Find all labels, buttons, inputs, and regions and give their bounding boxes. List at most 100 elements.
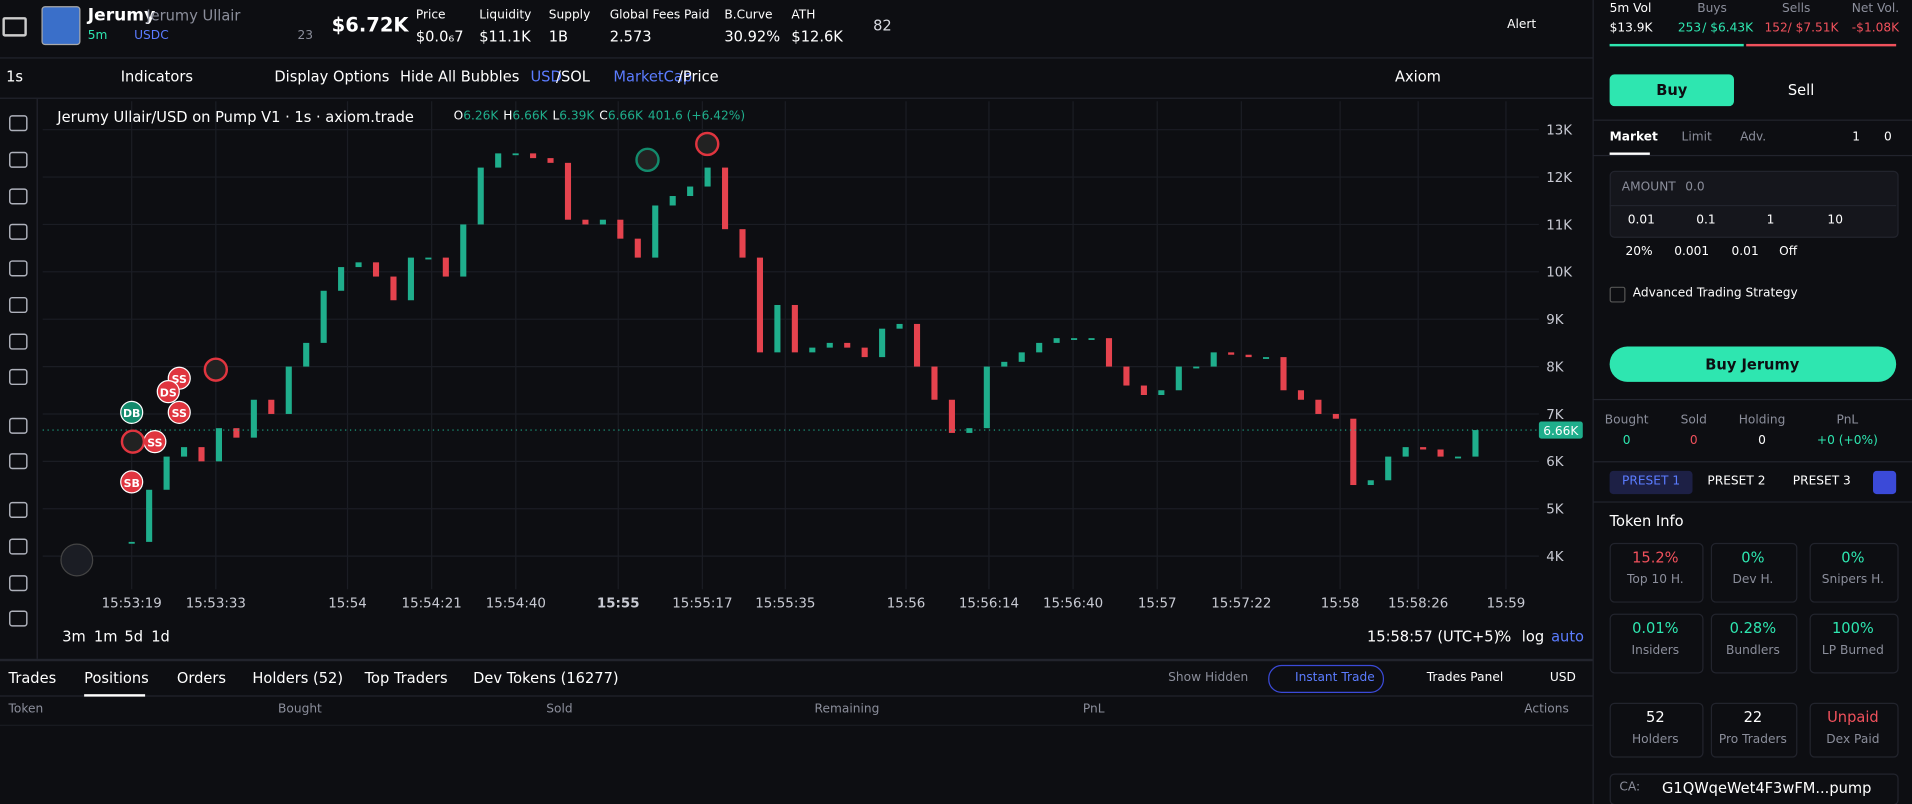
order-counts: 1 xyxy=(1852,130,1861,144)
metric[interactable]: MarketCap xyxy=(613,68,693,86)
label: Dex Paid xyxy=(1826,733,1880,747)
candle xyxy=(704,167,711,187)
tabs[interactable]: Positions xyxy=(84,669,149,687)
x-tick-label: 15:54 xyxy=(328,597,367,612)
value: $0.0₆7 xyxy=(415,28,464,46)
market-cap: $6.72K xyxy=(331,13,409,37)
buy-tab[interactable] xyxy=(1609,74,1734,107)
order-types[interactable]: Adv. xyxy=(1740,130,1767,144)
candle xyxy=(338,267,345,291)
tabs[interactable]: Top Traders xyxy=(364,669,448,687)
candle xyxy=(128,541,135,544)
order-types[interactable]: Limit xyxy=(1681,130,1712,144)
currency[interactable]: USD xyxy=(530,68,562,86)
presets[interactable]: PRESET 1 xyxy=(1622,474,1681,488)
quick-amounts[interactable]: 10 xyxy=(1827,213,1843,227)
value: 0 xyxy=(1758,434,1766,448)
token-info[interactable]: Token Info xyxy=(1609,512,1684,530)
metric-alt[interactable]: /Price xyxy=(677,68,719,86)
side[interactable]: Sell xyxy=(1787,81,1815,99)
order-types[interactable]: Market xyxy=(1609,130,1658,144)
stat-cell xyxy=(1609,613,1704,674)
candle xyxy=(1158,390,1165,396)
tabs[interactable]: Orders xyxy=(176,669,227,687)
controls[interactable]: Instant Trade xyxy=(1295,671,1375,685)
preset-icon[interactable] xyxy=(1872,470,1897,495)
y-tick-label: 6K xyxy=(1546,455,1565,470)
tool-icon xyxy=(9,368,28,386)
candle xyxy=(582,219,589,225)
controls[interactable]: USD xyxy=(1549,671,1576,685)
quote: USDC xyxy=(134,29,169,43)
candle xyxy=(477,167,484,225)
ca[interactable]: G1QWqeWet4F3wFM...pump xyxy=(1662,779,1872,797)
value: Unpaid xyxy=(1827,708,1879,726)
ranges[interactable]: 5d xyxy=(124,628,143,646)
tabs[interactable]: Dev Tokens (16277) xyxy=(473,669,619,687)
quick-amounts[interactable]: 0.1 xyxy=(1696,213,1716,227)
candle xyxy=(425,257,432,260)
value: 22 xyxy=(1743,708,1763,726)
label: LP Burned xyxy=(1821,644,1884,658)
candle xyxy=(809,347,816,353)
controls[interactable]: Show Hidden xyxy=(1168,671,1249,685)
quick-amounts[interactable]: 1 xyxy=(1766,213,1775,227)
value: $13.9K xyxy=(1609,21,1653,36)
log[interactable]: log xyxy=(1521,628,1545,646)
value: 6.26K xyxy=(463,109,499,124)
amount: / $6.43K xyxy=(1702,21,1754,36)
indicators[interactable]: Indicators xyxy=(120,68,194,86)
buy-button[interactable] xyxy=(1609,346,1897,382)
side[interactable]: Buy xyxy=(1656,81,1688,99)
theme[interactable]: Axiom xyxy=(1394,68,1441,86)
preset-active[interactable] xyxy=(1609,470,1693,495)
last-price-label: 6.66K xyxy=(1543,424,1579,438)
ranges[interactable]: 1m xyxy=(93,628,118,646)
candle xyxy=(198,447,205,462)
bubble-label: DS xyxy=(160,386,177,399)
candle xyxy=(1071,338,1078,340)
tabs[interactable]: Holders (52) xyxy=(252,669,344,687)
candle xyxy=(722,167,729,230)
value: 2.573 xyxy=(609,28,652,46)
candle xyxy=(1193,366,1200,369)
buy-button[interactable]: Buy Jerumy xyxy=(1705,356,1800,374)
checkbox[interactable] xyxy=(1609,286,1626,303)
key: H xyxy=(503,109,513,124)
candle xyxy=(285,366,292,414)
percent[interactable]: % xyxy=(1497,628,1512,646)
presets[interactable]: PRESET 2 xyxy=(1707,474,1766,488)
value: $11.1K xyxy=(479,28,531,46)
instant-trade-pill[interactable] xyxy=(1268,664,1385,693)
display-options[interactable]: Display Options xyxy=(274,68,390,86)
tool-icon xyxy=(9,223,28,240)
x-tick-label: 15:56:14 xyxy=(959,597,1019,612)
auto[interactable]: auto xyxy=(1551,628,1585,646)
label: Liquidity xyxy=(479,8,532,22)
quick-amounts[interactable]: 0.01 xyxy=(1627,213,1655,227)
alert[interactable]: Alert xyxy=(1507,18,1537,32)
ranges[interactable]: 1d xyxy=(151,628,170,646)
presets[interactable]: PRESET 3 xyxy=(1792,474,1851,488)
ranges[interactable]: 3m xyxy=(62,628,86,646)
key: C xyxy=(599,109,608,124)
label: Net Vol. xyxy=(1851,2,1900,16)
divider xyxy=(1592,154,1912,157)
candle xyxy=(495,153,502,168)
x-tick-label: 15:56 xyxy=(887,597,926,612)
candle xyxy=(268,399,275,414)
ca-label: CA: xyxy=(1619,780,1641,795)
controls[interactable]: Trades Panel xyxy=(1426,671,1504,685)
candle xyxy=(146,489,153,542)
trader-icon xyxy=(695,131,720,157)
candle xyxy=(826,342,833,348)
tabs[interactable]: Trades xyxy=(8,669,57,687)
interval[interactable]: 1s xyxy=(6,68,24,86)
amount-box[interactable] xyxy=(1609,170,1899,238)
hide-bubbles[interactable]: Hide All Bubbles xyxy=(399,68,520,86)
currency-alt[interactable]: /SOL xyxy=(556,68,590,86)
candle xyxy=(739,229,746,258)
label: Pro Traders xyxy=(1718,733,1787,747)
label: Holding xyxy=(1738,413,1786,427)
candle xyxy=(896,323,903,329)
